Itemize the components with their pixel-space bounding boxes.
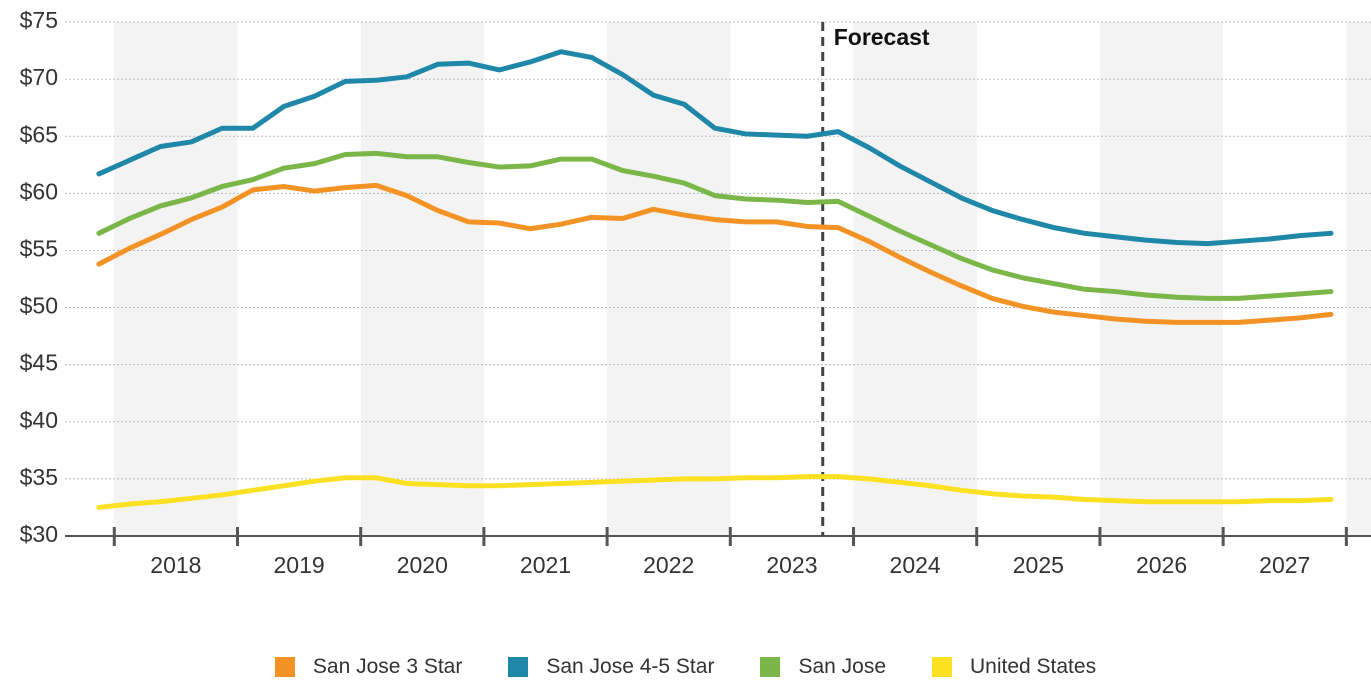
x-tick-label: 2025: [1013, 552, 1064, 578]
y-tick-label: $75: [20, 7, 58, 33]
legend-swatch: [760, 657, 781, 677]
legend-item: San Jose 3 Star: [274, 655, 463, 679]
y-tick-label: $65: [20, 121, 58, 147]
legend-swatch: [932, 657, 952, 677]
y-tick-label: $55: [20, 236, 58, 262]
series-line: [96, 182, 1334, 325]
series-line: [96, 474, 1334, 510]
legend-item: San Jose: [760, 655, 886, 679]
year-band: [853, 22, 977, 536]
series-line: [96, 150, 1334, 301]
year-band: [1099, 22, 1224, 536]
legend-swatch: [508, 657, 529, 677]
x-tick-label: 2024: [890, 552, 941, 578]
series-line: [96, 49, 1334, 247]
y-tick-label: $45: [20, 350, 58, 376]
legend-item: San Jose 4-5 Star: [508, 655, 714, 679]
legend-label: San Jose 3 Star: [312, 655, 463, 678]
y-tick-label: $50: [20, 293, 58, 319]
x-tick-label: 2018: [150, 552, 201, 578]
x-tick-label: 2023: [766, 552, 817, 578]
x-tick-label: 2019: [274, 552, 325, 578]
x-tick-label: 2022: [643, 552, 694, 578]
year-band: [114, 22, 238, 536]
y-tick-label: $60: [20, 178, 58, 204]
legend-item: United States: [932, 655, 1096, 679]
x-tick-label: 2020: [397, 552, 448, 578]
y-tick-label: $30: [20, 521, 58, 547]
x-tick-label: 2026: [1136, 552, 1187, 578]
chart: $30 $35 $40 $45 $50 $55 $60 $65 $70 $75 2018 2019 20…: [20, 7, 1371, 578]
x-tick-label: 2027: [1259, 552, 1310, 578]
year-band: [607, 22, 731, 536]
y-tick-label: $40: [20, 407, 58, 433]
forecast-label: Forecast: [834, 24, 930, 50]
legend-label: San Jose: [798, 655, 886, 678]
x-tick-label: 2021: [520, 552, 571, 578]
y-tick-label: $70: [20, 64, 58, 90]
year-band: [1346, 22, 1371, 536]
year-band: [360, 22, 484, 536]
legend: San Jose 3 Star San Jose 4-5 Star San Jose…: [0, 650, 1371, 684]
legend-swatch: [274, 657, 295, 677]
legend-label: United States: [970, 655, 1097, 678]
y-tick-label: $35: [20, 464, 58, 490]
legend-label: San Jose 4-5 Star: [546, 655, 715, 678]
